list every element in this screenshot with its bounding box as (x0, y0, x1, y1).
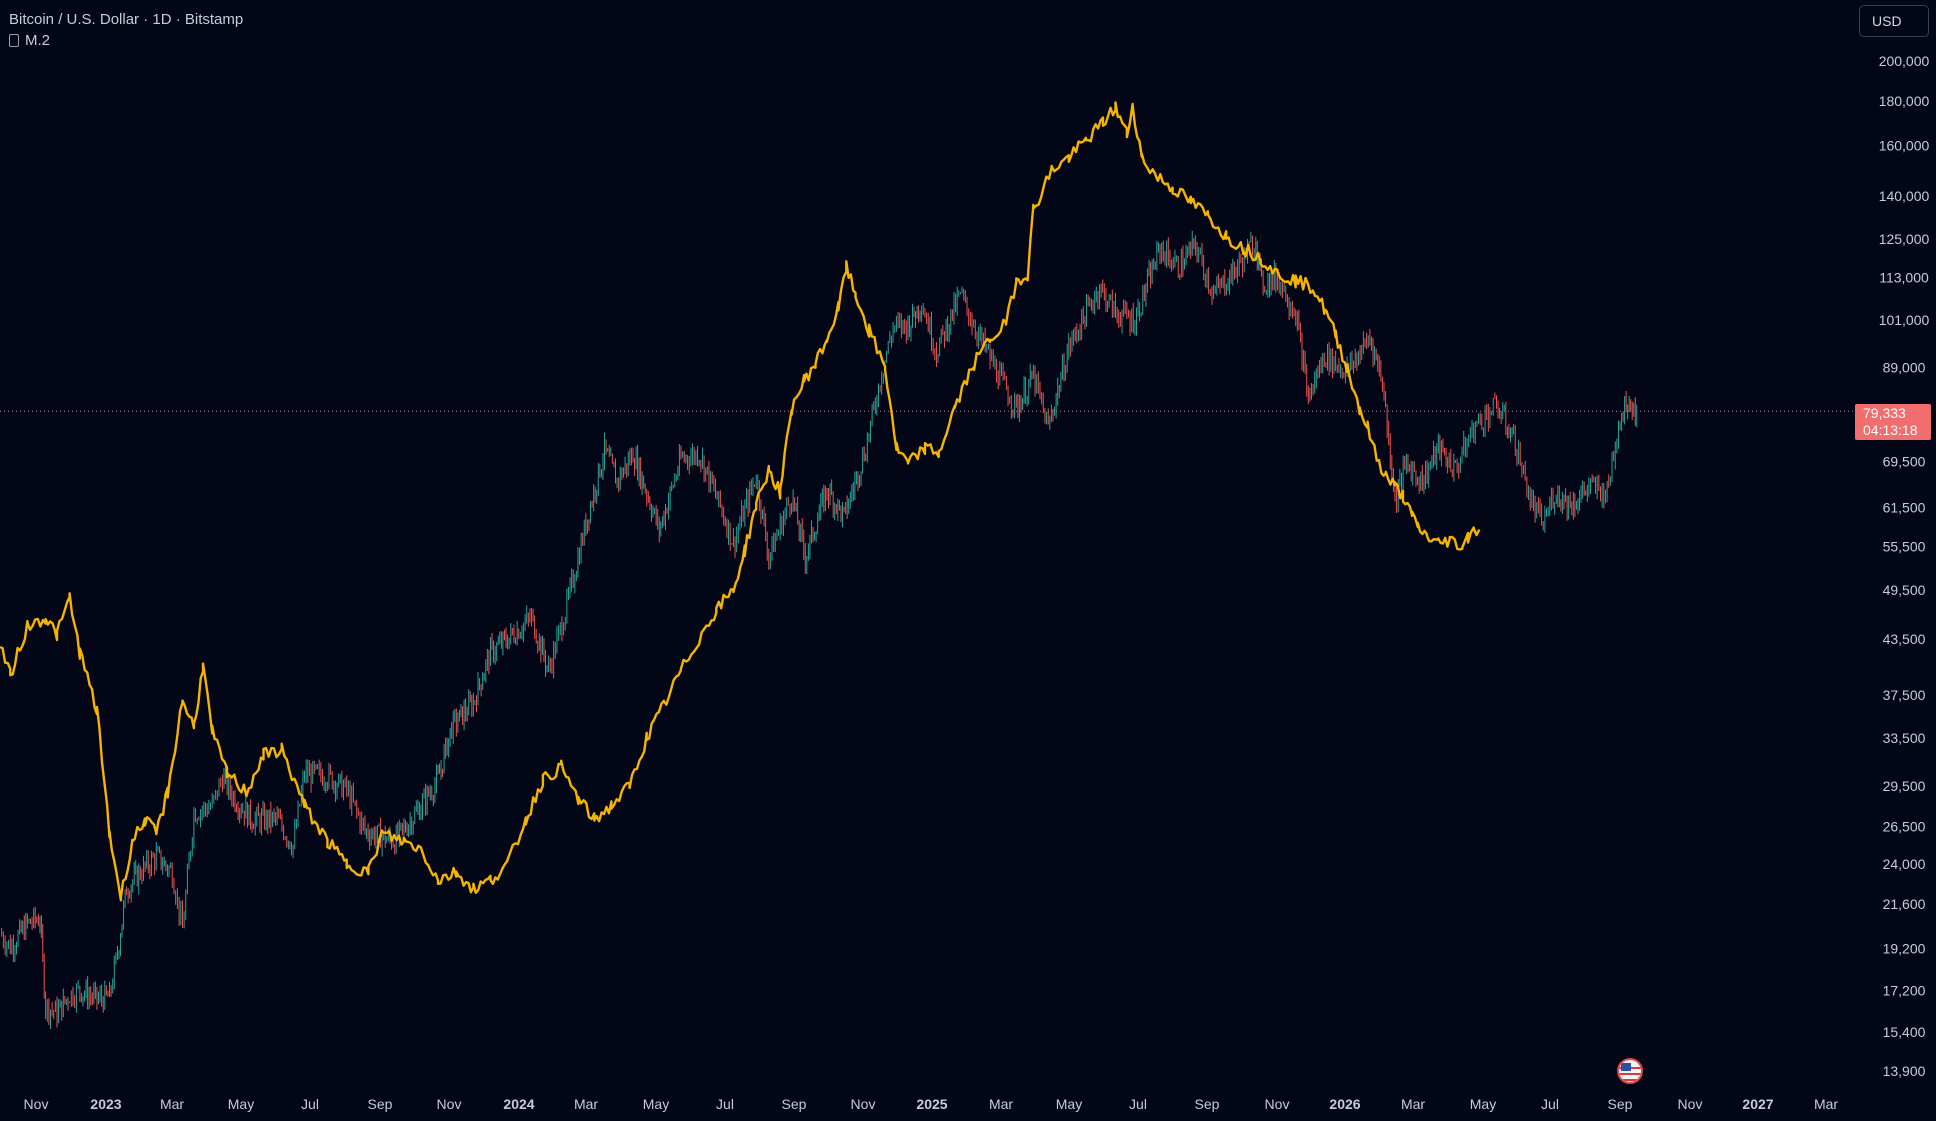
x-tick-label: 2026 (1329, 1096, 1360, 1112)
x-tick-label: Mar (1401, 1096, 1425, 1112)
y-tick-label: 61,500 (1883, 500, 1926, 516)
y-tick-label: 26,500 (1883, 819, 1926, 835)
x-tick-label: Mar (574, 1096, 598, 1112)
x-tick-label: Nov (24, 1096, 49, 1112)
y-tick-label: 15,400 (1883, 1024, 1926, 1040)
x-tick-label: Sep (368, 1096, 393, 1112)
y-tick-label: 200,000 (1879, 53, 1930, 69)
y-axis[interactable]: 13,900 15,400 17,200 19,200 21,600 24,000 26,5… (1879, 53, 1930, 1079)
y-tick-label: 101,000 (1879, 312, 1930, 328)
x-tick-label: Jul (716, 1096, 734, 1112)
last-price-badge: 79,333 04:13:18 (1855, 404, 1931, 440)
y-tick-label: 113,000 (1879, 269, 1929, 285)
x-tick-label: Sep (1195, 1096, 1220, 1112)
y-tick-label: 140,000 (1879, 188, 1930, 204)
y-tick-label: 125,000 (1879, 231, 1930, 247)
y-tick-label: 43,500 (1883, 631, 1926, 647)
y-tick-label: 13,900 (1883, 1063, 1926, 1079)
m2-line (0, 101, 1481, 902)
indicator-label: M.2 (25, 32, 51, 49)
m2-layer (0, 101, 1481, 902)
x-tick-label: 2025 (916, 1096, 947, 1112)
x-tick-label: May (1470, 1096, 1496, 1112)
x-tick-label: May (1056, 1096, 1082, 1112)
y-tick-label: 89,000 (1883, 360, 1926, 376)
y-tick-label: 17,200 (1883, 982, 1926, 998)
y-tick-label: 69,500 (1883, 453, 1926, 469)
countdown-timer: 04:13:18 (1863, 422, 1918, 438)
x-tick-label: May (643, 1096, 669, 1112)
x-tick-label: Sep (782, 1096, 807, 1112)
x-tick-label: Sep (1608, 1096, 1633, 1112)
visibility-icon[interactable] (9, 34, 19, 47)
x-tick-label: Nov (1678, 1096, 1703, 1112)
x-tick-label: 2024 (503, 1096, 534, 1112)
x-tick-label: Jul (1129, 1096, 1147, 1112)
y-tick-label: 55,500 (1883, 539, 1926, 555)
x-tick-label: 2027 (1742, 1096, 1773, 1112)
y-tick-label: 37,500 (1883, 687, 1926, 703)
y-tick-label: 21,600 (1883, 896, 1926, 912)
x-tick-label: Nov (1265, 1096, 1290, 1112)
currency-button[interactable]: USD (1859, 5, 1929, 37)
y-tick-label: 160,000 (1879, 138, 1930, 154)
x-tick-label: Nov (437, 1096, 462, 1112)
x-tick-label: 2023 (90, 1096, 121, 1112)
us-flag-icon[interactable] (1617, 1058, 1643, 1084)
y-tick-label: 33,500 (1883, 730, 1926, 746)
y-tick-label: 180,000 (1879, 93, 1930, 109)
x-tick-label: Mar (989, 1096, 1013, 1112)
x-tick-label: Mar (160, 1096, 184, 1112)
x-tick-label: Jul (301, 1096, 319, 1112)
currency-label: USD (1872, 13, 1902, 29)
y-tick-label: 24,000 (1883, 856, 1926, 872)
symbol-title[interactable]: Bitcoin / U.S. Dollar · 1D · Bitstamp (9, 11, 244, 28)
x-tick-label: Jul (1541, 1096, 1559, 1112)
x-tick-label: Nov (851, 1096, 876, 1112)
x-tick-label: May (228, 1096, 254, 1112)
indicator-legend[interactable]: M.2 (9, 32, 50, 49)
y-tick-label: 29,500 (1883, 778, 1926, 794)
y-tick-label: 49,500 (1883, 582, 1926, 598)
x-axis[interactable]: Nov 2023 Mar May Jul Sep Nov 2024 Mar May Jul Sep No… (24, 1096, 1839, 1112)
last-price-value: 79,333 (1863, 405, 1906, 421)
y-tick-label: 19,200 (1883, 941, 1926, 957)
candles-layer (1, 230, 1638, 1029)
x-tick-label: Mar (1814, 1096, 1838, 1112)
